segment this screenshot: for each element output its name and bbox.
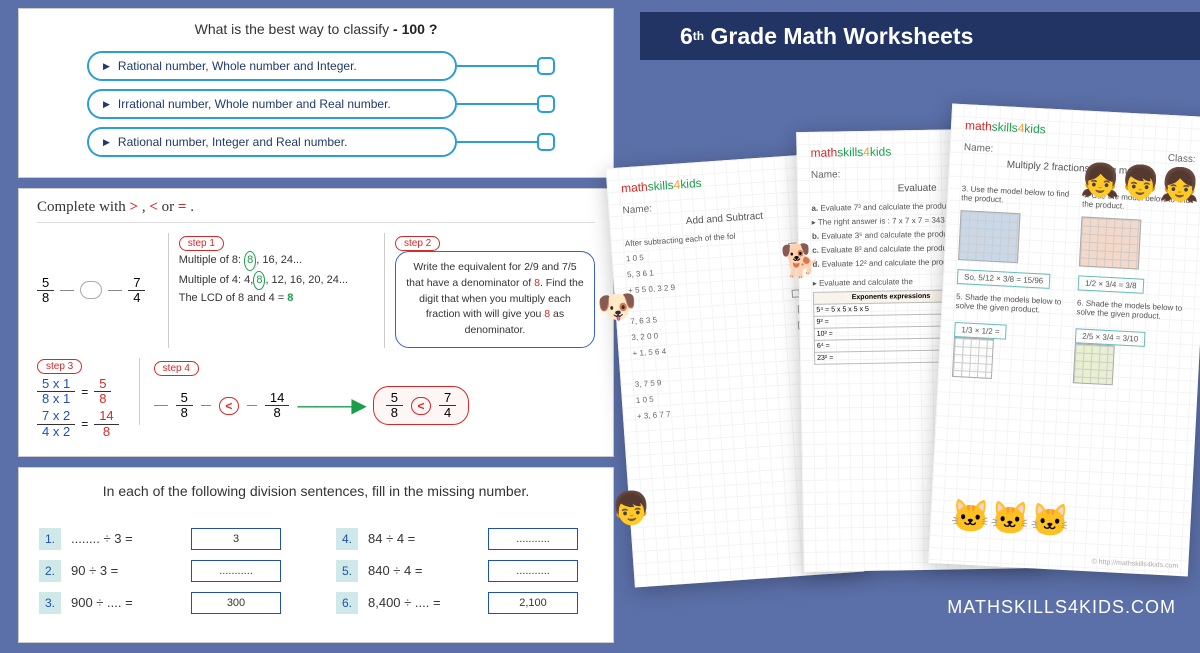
- step4-block: step 4 58 < 148 ———▶ 58 < 74: [139, 358, 470, 426]
- checkbox-icon[interactable]: [537, 57, 555, 75]
- worksheet-3: mathskills4kids Name:Class: Multiply 2 f…: [928, 104, 1200, 577]
- answer-box[interactable]: 3: [191, 528, 281, 550]
- compare-fractions-card: Complete with > , < or = . 58 74 step 1 …: [18, 188, 614, 457]
- division-row: 1......... ÷ 3 =3: [39, 528, 296, 550]
- checkbox-icon[interactable]: [537, 95, 555, 113]
- compare-title: Complete with > , < or = .: [37, 199, 595, 223]
- worksheet-stack: mathskills4kids Name: Add and Subtract A…: [620, 110, 1180, 580]
- classification-card: What is the best way to classify - 100 ?…: [18, 8, 614, 178]
- compare-box[interactable]: [80, 281, 102, 299]
- step1-block: step 1 Multiple of 8: 8, 16, 24... Multi…: [168, 233, 376, 348]
- division-card: In each of the following division senten…: [18, 467, 614, 643]
- division-row: 2.90 ÷ 3 =...........: [39, 560, 296, 582]
- footer-brand: MATHSKILLS4KIDS.COM: [947, 597, 1176, 618]
- division-row: 5.840 ÷ 4 =...........: [336, 560, 593, 582]
- answer-box[interactable]: 300: [191, 592, 281, 614]
- answer-box[interactable]: ...........: [191, 560, 281, 582]
- option-row[interactable]: ▶Rational number, Integer and Real numbe…: [87, 127, 595, 157]
- question-title: What is the best way to classify - 100 ?: [37, 21, 595, 37]
- checkbox-icon[interactable]: [537, 133, 555, 151]
- option-row[interactable]: ▶Irrational number, Whole number and Rea…: [87, 89, 595, 119]
- answer-box[interactable]: ...........: [488, 528, 578, 550]
- division-row: 4.84 ÷ 4 =...........: [336, 528, 593, 550]
- page-header: 6th Grade Math Worksheets: [640, 12, 1200, 60]
- result-pill: 58 < 74: [373, 386, 469, 426]
- arrow-icon: ———▶: [297, 393, 364, 418]
- answer-box[interactable]: 2,100: [488, 592, 578, 614]
- step3-block: step 3 5 x 18 x 1 = 58 7 x 24 x 2 = 148: [37, 358, 119, 442]
- answer-box[interactable]: ...........: [488, 560, 578, 582]
- division-row: 6.8,400 ÷ .... =2,100: [336, 592, 593, 614]
- step2-block: step 2 Write the equivalent for 2/9 and …: [384, 233, 595, 348]
- division-title: In each of the following division senten…: [39, 482, 593, 502]
- fraction-compare: 58 74: [37, 233, 160, 348]
- option-row[interactable]: ▶Rational number, Whole number and Integ…: [87, 51, 595, 81]
- division-row: 3.900 ÷ .... =300: [39, 592, 296, 614]
